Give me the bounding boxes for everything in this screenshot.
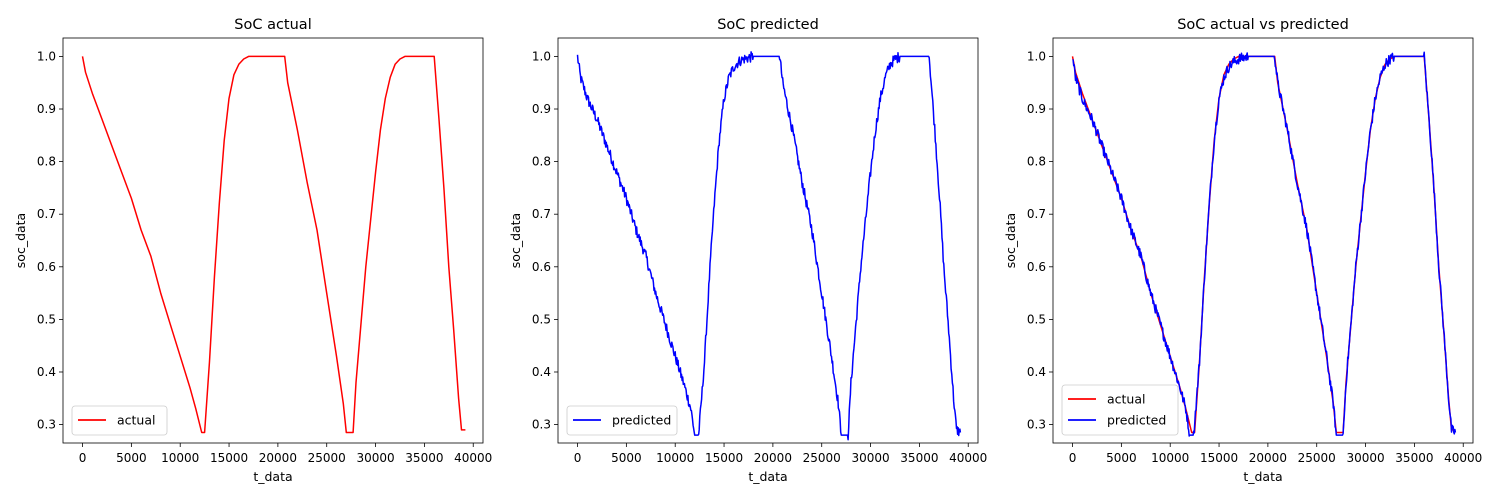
x-axis-label: t_data: [1243, 469, 1282, 484]
y-tick-label: 0.7: [532, 207, 551, 221]
legend-label-predicted: predicted: [612, 413, 671, 428]
y-tick-label: 0.9: [37, 102, 56, 116]
y-tick-label: 0.6: [532, 260, 551, 274]
x-tick-label: 0: [1069, 451, 1077, 465]
x-tick-label: 30000: [851, 451, 889, 465]
y-tick-label: 0.5: [532, 312, 551, 326]
x-tick-label: 10000: [1151, 451, 1189, 465]
legend: actual: [71, 405, 168, 436]
y-tick-label: 0.6: [1027, 260, 1046, 274]
x-tick-label: 30000: [356, 451, 394, 465]
legend-label-predicted: predicted: [1107, 413, 1166, 428]
x-tick-label: 0: [79, 451, 87, 465]
chart-title: SoC actual: [234, 17, 311, 33]
x-axis-label: t_data: [748, 469, 787, 484]
y-tick-label: 1.0: [37, 49, 56, 63]
y-tick-label: 0.6: [37, 260, 56, 274]
x-tick-label: 0: [574, 451, 582, 465]
x-tick-label: 40000: [949, 451, 987, 465]
x-tick-label: 20000: [754, 451, 792, 465]
y-tick-label: 0.5: [37, 312, 56, 326]
legend: predicted: [566, 405, 678, 436]
y-tick-label: 0.3: [532, 418, 551, 432]
x-tick-label: 15000: [705, 451, 743, 465]
legend-box: [1061, 384, 1179, 436]
axes-frame: [1052, 37, 1474, 444]
series-line-predicted: [1072, 51, 1457, 437]
x-tick-label: 5000: [1106, 451, 1137, 465]
y-axis-label: soc_data: [1003, 213, 1018, 268]
y-tick-label: 0.8: [1027, 155, 1046, 169]
x-tick-label: 15000: [210, 451, 248, 465]
x-tick-label: 20000: [259, 451, 297, 465]
y-tick-label: 0.4: [37, 365, 56, 379]
x-tick-label: 5000: [116, 451, 147, 465]
legend-box: [566, 405, 678, 436]
x-tick-label: 5000: [611, 451, 642, 465]
y-tick-label: 1.0: [532, 49, 551, 63]
x-tick-label: 25000: [803, 451, 841, 465]
series-line-actual: [81, 55, 466, 434]
y-tick-label: 0.7: [1027, 207, 1046, 221]
legend-label-actual: actual: [117, 413, 156, 428]
x-tick-label: 10000: [161, 451, 199, 465]
y-tick-label: 0.3: [37, 418, 56, 432]
x-tick-label: 25000: [308, 451, 346, 465]
x-tick-label: 40000: [454, 451, 492, 465]
y-tick-label: 0.8: [37, 155, 56, 169]
chart-3: 0 5000 10000 15000 20000 25000 30000 35000 40000…: [1003, 17, 1482, 484]
axes-frame: [62, 37, 484, 444]
chart-2: 0 5000 10000 15000 20000 25000 30000 35000 40000…: [508, 17, 987, 484]
y-tick-label: 0.9: [532, 102, 551, 116]
y-axis-label: soc_data: [13, 213, 28, 268]
chart-1: 0 5000 10000 15000 20000 25000 30000 35000 40000…: [13, 17, 492, 484]
y-tick-label: 0.7: [37, 207, 56, 221]
legend-label-actual: actual: [1107, 392, 1146, 407]
y-axis-label: soc_data: [508, 213, 523, 268]
chart-title: SoC predicted: [717, 17, 819, 33]
y-tick-label: 0.4: [1027, 365, 1046, 379]
x-axis-label: t_data: [253, 469, 292, 484]
x-tick-label: 25000: [1298, 451, 1336, 465]
x-tick-label: 35000: [1395, 451, 1433, 465]
x-tick-label: 35000: [900, 451, 938, 465]
legend-box: [71, 405, 168, 436]
y-tick-label: 0.9: [1027, 102, 1046, 116]
axes-frame: [557, 37, 979, 444]
y-tick-label: 0.8: [532, 155, 551, 169]
chart-title: SoC actual vs predicted: [1177, 17, 1349, 33]
y-tick-label: 0.5: [1027, 312, 1046, 326]
x-tick-label: 20000: [1249, 451, 1287, 465]
x-tick-label: 10000: [656, 451, 694, 465]
y-tick-label: 0.3: [1027, 418, 1046, 432]
series-line-predicted: [576, 51, 962, 441]
legend: actual predicted: [1061, 384, 1179, 436]
x-tick-label: 35000: [405, 451, 443, 465]
x-tick-label: 15000: [1200, 451, 1238, 465]
y-tick-label: 0.4: [532, 365, 551, 379]
x-tick-label: 30000: [1346, 451, 1384, 465]
x-tick-label: 40000: [1444, 451, 1482, 465]
y-tick-label: 1.0: [1027, 49, 1046, 63]
